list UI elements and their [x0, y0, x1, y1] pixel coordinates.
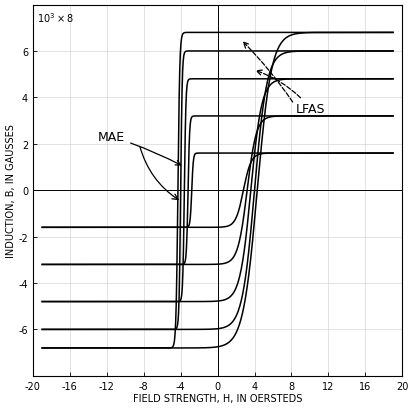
Y-axis label: INDUCTION, B, IN GAUSSES: INDUCTION, B, IN GAUSSES [5, 124, 16, 258]
X-axis label: FIELD STRENGTH, H, IN OERSTEDS: FIELD STRENGTH, H, IN OERSTEDS [133, 393, 301, 403]
Text: $10^3\times8$: $10^3\times8$ [36, 11, 73, 25]
Text: LFAS: LFAS [256, 71, 325, 116]
Text: MAE: MAE [98, 131, 180, 166]
